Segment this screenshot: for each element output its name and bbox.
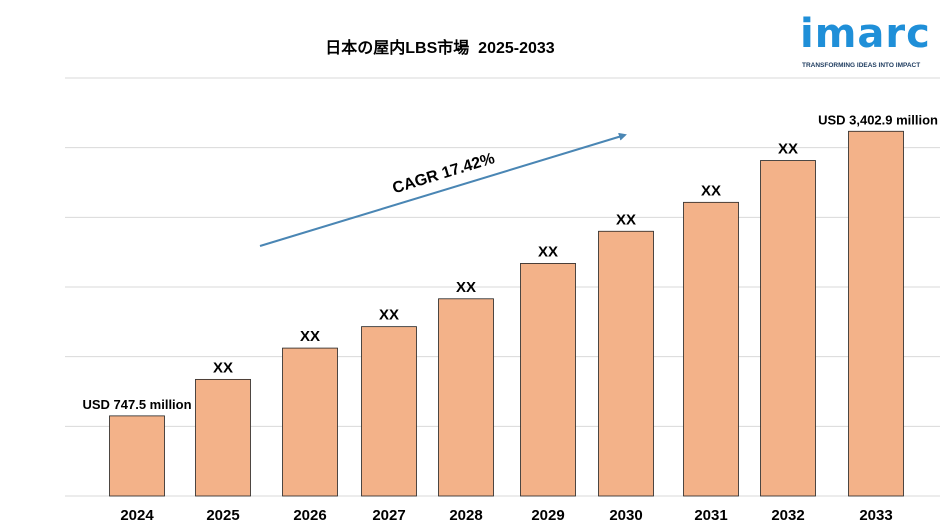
value-labels: USD 747.5 million XX XX XX XX XX XX XX XX USD 3,4… <box>82 112 938 412</box>
logo-tagline: TRANSFORMING IDEAS INTO IMPACT <box>802 62 921 69</box>
chart-title: 日本の屋内LBS市場 2025-2033 <box>325 40 555 57</box>
bar-2025 <box>195 378 251 497</box>
x-tick-2027: 2027 <box>372 507 405 524</box>
value-label-2032: XX <box>778 141 798 158</box>
value-label-2028: XX <box>456 279 476 296</box>
bar-2030 <box>598 230 654 497</box>
cagr-annotation: CAGR 17.42% <box>259 132 627 247</box>
x-tick-2029: 2029 <box>531 507 564 524</box>
x-tick-2026: 2026 <box>293 507 326 524</box>
x-tick-2030: 2030 <box>609 507 642 524</box>
value-label-2025: XX <box>213 359 233 376</box>
x-tick-2028: 2028 <box>449 507 482 524</box>
x-tick-2024: 2024 <box>120 507 154 524</box>
x-tick-2033: 2033 <box>859 507 892 524</box>
bar-2024 <box>109 415 165 497</box>
value-label-2027: XX <box>379 307 399 324</box>
imarc-logo: imarc TRANSFORMING IDEAS INTO IMPACT <box>800 10 930 72</box>
bar-2029 <box>520 263 576 497</box>
bar-2031 <box>683 201 739 497</box>
value-label-2033: USD 3,402.9 million <box>818 112 938 127</box>
bar-2027 <box>361 326 417 497</box>
value-label-2024: USD 747.5 million <box>82 397 191 412</box>
x-tick-2032: 2032 <box>771 507 804 524</box>
value-label-2026: XX <box>300 328 320 345</box>
cagr-arrow <box>259 132 627 247</box>
value-label-2030: XX <box>616 211 636 228</box>
x-tick-2031: 2031 <box>694 507 727 524</box>
bar-2032 <box>760 160 816 497</box>
bar-2026 <box>282 347 338 497</box>
value-label-2029: XX <box>538 243 558 260</box>
value-label-2031: XX <box>701 182 721 199</box>
logo-wordmark: imarc <box>800 11 931 57</box>
x-tick-2025: 2025 <box>206 507 239 524</box>
bars <box>109 130 904 497</box>
bar-2028 <box>438 298 494 497</box>
bar-2033 <box>848 130 904 497</box>
x-tick-labels: 2024 2025 2026 2027 2028 2029 2030 2031 2032 2033 <box>120 507 892 524</box>
